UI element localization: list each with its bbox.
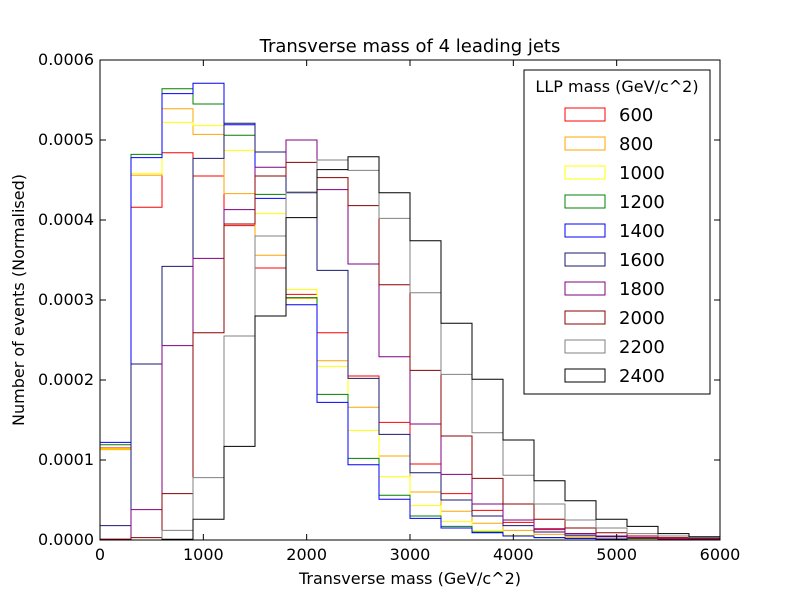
legend-label-800: 800 xyxy=(619,134,653,155)
legend-swatch-1400 xyxy=(564,223,606,238)
series-line-800 xyxy=(99,108,720,541)
y-tick-label: 0.0003 xyxy=(38,290,94,309)
y-tick-label: 0.0005 xyxy=(38,130,94,149)
x-tick-label: 0 xyxy=(95,545,105,564)
legend-label-1600: 1600 xyxy=(619,250,665,271)
legend-label-2400: 2400 xyxy=(619,366,665,387)
legend-label-1000: 1000 xyxy=(619,163,665,184)
x-tick-label: 2000 xyxy=(286,545,327,564)
series-line-1600 xyxy=(99,122,721,540)
legend-swatch-1600 xyxy=(564,252,606,267)
y-tick-label: 0.0004 xyxy=(38,210,94,229)
legend-swatch-1200 xyxy=(564,194,606,209)
y-tick-label: 0.0000 xyxy=(38,530,94,549)
x-tick-label: 3000 xyxy=(390,545,431,564)
legend-label-1400: 1400 xyxy=(619,221,665,242)
chart-title: Transverse mass of 4 leading jets xyxy=(259,36,561,57)
x-tick-label: 4000 xyxy=(493,545,534,564)
legend-label-1800: 1800 xyxy=(619,279,665,300)
legend-frame xyxy=(523,69,711,395)
legend-swatch-2200 xyxy=(564,339,606,354)
legend-swatch-800 xyxy=(564,136,606,151)
legend-label-2200: 2200 xyxy=(619,337,665,358)
series-layer xyxy=(99,82,721,541)
legend-swatch-600 xyxy=(564,107,606,122)
x-axis-title: Transverse mass (GeV/c^2) xyxy=(298,569,521,588)
y-tick-label: 0.0002 xyxy=(38,370,94,389)
x-tick-label: 1000 xyxy=(183,545,224,564)
series-line-2200 xyxy=(100,159,721,541)
legend-swatch-2400 xyxy=(564,368,606,383)
legend-label-1200: 1200 xyxy=(619,192,665,213)
x-tick-label: 6000 xyxy=(700,545,741,564)
legend-swatch-1000 xyxy=(564,165,606,180)
legend-label-2000: 2000 xyxy=(619,308,665,329)
legend: LLP mass (GeV/c^2) 600 800 1000 1200 1400 160… xyxy=(523,69,711,395)
ticks-layer: 0 1000 2000 3000 4000 5000 6000 0.0000 0.0001 0.0… xyxy=(38,50,740,564)
y-tick-label: 0.0001 xyxy=(38,450,94,469)
legend-swatch-2000 xyxy=(564,310,606,325)
legend-title: LLP mass (GeV/c^2) xyxy=(535,77,698,96)
y-tick-label: 0.0006 xyxy=(38,50,94,69)
legend-swatch-1800 xyxy=(564,281,606,296)
series-line-1400 xyxy=(99,82,720,541)
legend-items: 600 800 1000 1200 1400 1600 1800 2000 2200 2400 xyxy=(564,105,665,387)
y-axis-title: Number of events (Normalised) xyxy=(9,174,28,426)
series-line-2400 xyxy=(100,156,721,541)
x-tick-label: 5000 xyxy=(596,545,637,564)
legend-label-600: 600 xyxy=(619,105,653,126)
